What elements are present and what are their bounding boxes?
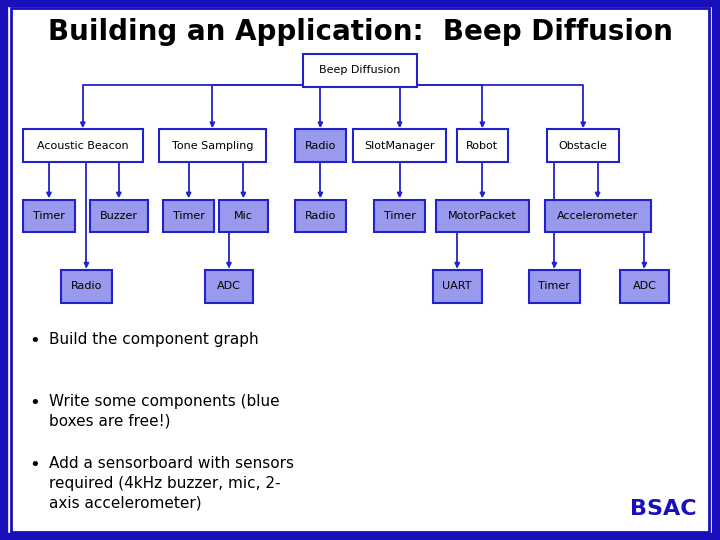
FancyBboxPatch shape [159,130,266,162]
FancyBboxPatch shape [374,199,426,232]
Text: Timer: Timer [384,211,415,221]
FancyBboxPatch shape [163,199,215,232]
Text: Radio: Radio [305,211,336,221]
Text: Building an Application:  Beep Diffusion: Building an Application: Beep Diffusion [48,18,672,46]
Text: Radio: Radio [71,281,102,291]
Text: Obstacle: Obstacle [559,141,608,151]
Text: Radio: Radio [305,141,336,151]
Text: •: • [29,394,40,412]
Text: Mic: Mic [234,211,253,221]
Text: •: • [29,456,40,474]
Text: Build the component graph: Build the component graph [49,332,258,347]
Text: Timer: Timer [33,211,65,221]
Text: SlotManager: SlotManager [364,141,435,151]
FancyBboxPatch shape [620,270,669,302]
Text: Tone Sampling: Tone Sampling [171,141,253,151]
Text: Beep Diffusion: Beep Diffusion [319,65,401,75]
Text: •: • [29,332,40,350]
Text: ADC: ADC [632,281,657,291]
Text: Write some components (blue
boxes are free!): Write some components (blue boxes are fr… [49,394,279,429]
Text: Add a sensorboard with sensors
required (4kHz buzzer, mic, 2-
axis accelerometer: Add a sensorboard with sensors required … [49,456,294,511]
FancyBboxPatch shape [528,270,580,302]
Text: Robot: Robot [467,141,498,151]
FancyBboxPatch shape [433,270,482,302]
Text: Acoustic Beacon: Acoustic Beacon [37,141,129,151]
Text: BSAC: BSAC [630,500,697,519]
FancyBboxPatch shape [204,270,253,302]
Text: Timer: Timer [173,211,204,221]
FancyBboxPatch shape [23,130,143,162]
Text: Accelerometer: Accelerometer [557,211,638,221]
FancyBboxPatch shape [219,199,268,232]
Text: MotorPacket: MotorPacket [448,211,517,221]
Text: UART: UART [443,281,472,291]
Text: Buzzer: Buzzer [100,211,138,221]
FancyBboxPatch shape [294,130,346,162]
FancyBboxPatch shape [304,53,416,86]
FancyBboxPatch shape [436,199,528,232]
FancyBboxPatch shape [456,130,508,162]
FancyBboxPatch shape [547,130,619,162]
Text: Timer: Timer [539,281,570,291]
FancyBboxPatch shape [89,199,148,232]
FancyBboxPatch shape [294,199,346,232]
FancyBboxPatch shape [544,199,651,232]
FancyBboxPatch shape [60,270,112,302]
FancyBboxPatch shape [23,199,75,232]
Text: ADC: ADC [217,281,241,291]
FancyBboxPatch shape [354,130,446,162]
